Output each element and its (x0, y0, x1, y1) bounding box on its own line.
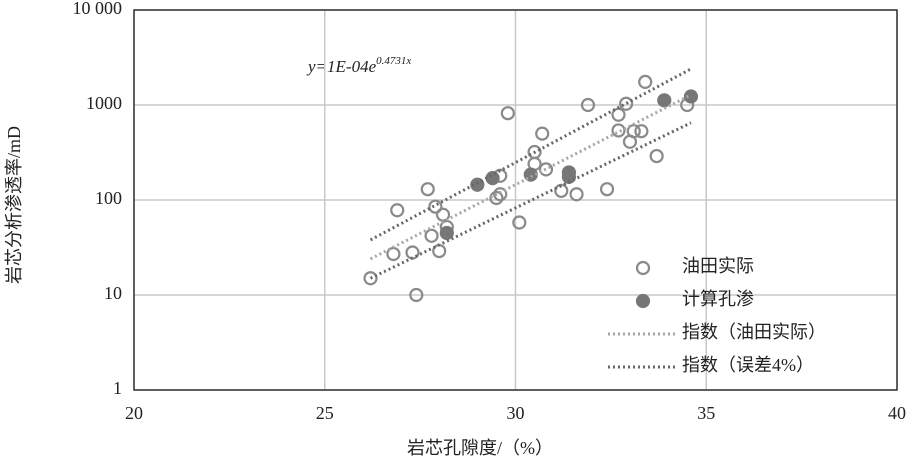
point (489, 190, 504, 206)
point (363, 271, 378, 286)
x-axis-label: 岩芯孔隙度/（%） (407, 438, 553, 458)
y-tick-label: 10 000 (73, 0, 123, 18)
point (634, 124, 649, 139)
trend-line (369, 67, 692, 242)
equation-exponent: 0.4731x (376, 55, 411, 67)
legend-label: 指数（误差4%） (682, 355, 814, 375)
y-tick-label: 1000 (86, 93, 122, 113)
point (493, 187, 508, 202)
y-tick-label: 100 (95, 188, 122, 208)
legend-label: 指数（油田实际） (682, 322, 826, 342)
point (439, 225, 454, 241)
y-tick-label: 1 (113, 378, 122, 398)
point (535, 126, 550, 141)
y-axis-label: 岩芯分析渗透率/mD (4, 126, 24, 284)
point (428, 199, 443, 214)
point (470, 177, 485, 192)
legend-marker (635, 293, 651, 309)
x-tick-label: 30 (507, 403, 525, 423)
point (683, 89, 699, 104)
y-tick-label: 10 (104, 283, 122, 303)
equation-base: y=1E-04e (306, 57, 377, 76)
point (554, 183, 569, 198)
x-tick-label: 40 (888, 403, 906, 423)
x-tick-label: 35 (697, 403, 715, 423)
point (638, 74, 653, 90)
point (599, 182, 615, 197)
point (390, 203, 405, 218)
point (569, 187, 584, 202)
point (538, 162, 554, 177)
equation: y=1E-04e0.4731x (306, 55, 411, 76)
legend-label: 计算孔渗 (682, 289, 754, 309)
point (657, 93, 672, 108)
point (485, 171, 500, 186)
point (580, 97, 596, 113)
point (619, 96, 634, 111)
point (561, 165, 577, 180)
point (409, 287, 424, 303)
point (420, 182, 435, 197)
plot-frame (133, 9, 898, 391)
legend-label: 油田实际 (682, 256, 754, 276)
trend-line (369, 121, 692, 280)
point (611, 123, 626, 138)
trend-line (369, 93, 692, 261)
point (500, 106, 515, 121)
x-tick-label: 20 (125, 403, 143, 423)
point (424, 228, 439, 243)
x-tick-label: 25 (316, 403, 334, 423)
legend-marker (635, 260, 651, 276)
point (649, 148, 664, 164)
point (512, 215, 527, 230)
